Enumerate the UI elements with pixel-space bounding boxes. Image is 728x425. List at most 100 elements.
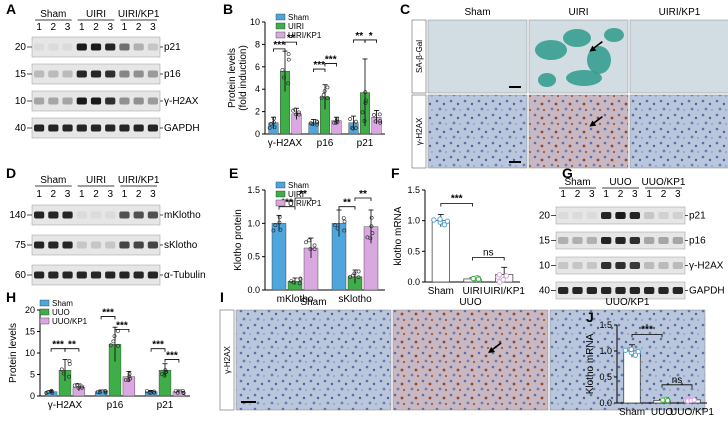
data-point — [363, 90, 368, 95]
legend-swatch — [39, 317, 50, 325]
blot-band — [62, 241, 73, 249]
y-tick-label: 6 — [255, 62, 260, 72]
significance-bracket — [294, 197, 312, 201]
legend-label: Sham — [288, 181, 309, 190]
significance-bracket — [364, 39, 377, 43]
legend-label: Sham — [288, 13, 309, 22]
blot-band — [34, 211, 45, 219]
blot-protein-label: p16 — [689, 236, 706, 247]
data-point — [351, 273, 355, 278]
blot-lane-number: 1 — [79, 22, 85, 33]
blot-lane-number: 3 — [632, 189, 638, 200]
blot-band — [119, 241, 130, 249]
data-point — [632, 352, 639, 358]
data-point — [309, 121, 313, 126]
legend-swatch — [275, 190, 286, 198]
blot-mw-marker: 60 — [15, 270, 27, 281]
significance-bracket — [278, 206, 296, 210]
blot-lane-number: 1 — [79, 189, 85, 200]
panel-letter-D: D — [6, 165, 16, 181]
y-tick-label: 4 — [255, 84, 260, 94]
data-point — [96, 390, 100, 394]
blot-band — [601, 287, 612, 294]
blot-band — [62, 271, 73, 279]
data-point — [286, 52, 291, 57]
blot-mw-marker: 20 — [15, 42, 27, 53]
blot-band — [572, 237, 583, 244]
blot-band — [62, 97, 73, 105]
micrograph-image — [392, 309, 549, 411]
micrograph-row-label-box — [219, 309, 235, 411]
micrograph-image — [629, 94, 728, 169]
data-point — [112, 334, 117, 338]
significance-mark: *** — [313, 60, 325, 71]
significance-mark: *** — [152, 340, 164, 351]
y-tick-label: 0.0 — [407, 277, 420, 287]
data-point — [372, 112, 376, 117]
blot-protein-label: GAPDH — [164, 123, 200, 134]
blot-band — [119, 70, 130, 78]
blot-group-label: UIRI — [86, 175, 106, 186]
significance-bracket — [440, 203, 473, 207]
blot-lane-number: 3 — [150, 189, 156, 200]
blot-band — [76, 70, 87, 78]
data-point — [111, 339, 116, 344]
blot-band — [119, 271, 130, 279]
blot-lane-number: 3 — [675, 189, 681, 200]
blot-band — [48, 70, 59, 78]
data-point — [370, 231, 375, 236]
blot-lane-number: 2 — [51, 22, 57, 33]
y-tick-label: 0.0 — [247, 285, 260, 295]
micrograph-row-label: SA-β-Gal — [415, 40, 424, 73]
legend-swatch — [275, 22, 286, 30]
data-point — [348, 117, 353, 121]
data-point — [444, 218, 451, 224]
blot-protein-label: α-Tubulin — [164, 270, 206, 281]
significance-bracket — [472, 257, 505, 261]
data-point — [691, 397, 697, 403]
data-point — [291, 108, 296, 113]
blot-band — [34, 70, 45, 78]
y-tick-label: 10 — [250, 17, 260, 27]
data-point — [368, 236, 373, 241]
data-point — [342, 228, 347, 233]
significance-mark: *** — [166, 350, 178, 361]
y-tick-label: 1.0 — [599, 346, 612, 356]
blot-lane-number: 3 — [589, 189, 595, 200]
blot-group-label: Sham — [564, 177, 590, 188]
micrograph-column-label: Sham — [464, 7, 490, 18]
legend-swatch — [275, 13, 286, 21]
blot-band — [147, 211, 158, 219]
legend-swatch — [275, 199, 286, 207]
y-tick-label: 1.0 — [247, 218, 260, 228]
significance-mark: ** — [287, 33, 295, 44]
blot-band — [90, 43, 102, 51]
micrograph-column-label: UUO — [459, 297, 481, 308]
data-point — [286, 57, 291, 62]
data-point — [332, 120, 336, 125]
blot-protein-label: γ-H2AX — [164, 96, 199, 107]
y-axis-label: Protein levels — [8, 323, 19, 383]
blot-band — [34, 43, 45, 51]
legend-label: UIRI/KP1 — [288, 31, 322, 40]
significance-mark: *** — [116, 320, 128, 331]
blot-band — [48, 124, 59, 132]
blot-band — [658, 237, 669, 244]
blot-band — [147, 271, 158, 279]
blot-band — [105, 97, 116, 105]
x-tick-label: UIRI/KP1 — [483, 286, 525, 297]
data-point — [297, 281, 302, 286]
blot-band — [558, 212, 569, 219]
data-point — [127, 374, 132, 379]
blot-band — [658, 287, 669, 294]
significance-mark: *** — [273, 40, 285, 51]
blot-lane-number: 3 — [65, 22, 71, 33]
blot-band — [34, 241, 45, 249]
blot-protein-label: GAPDH — [689, 286, 725, 297]
data-point — [356, 269, 361, 274]
data-point — [335, 226, 340, 231]
y-axis-label-line: (fold induction) — [238, 45, 249, 111]
y-tick-label: 1.5 — [599, 320, 612, 330]
